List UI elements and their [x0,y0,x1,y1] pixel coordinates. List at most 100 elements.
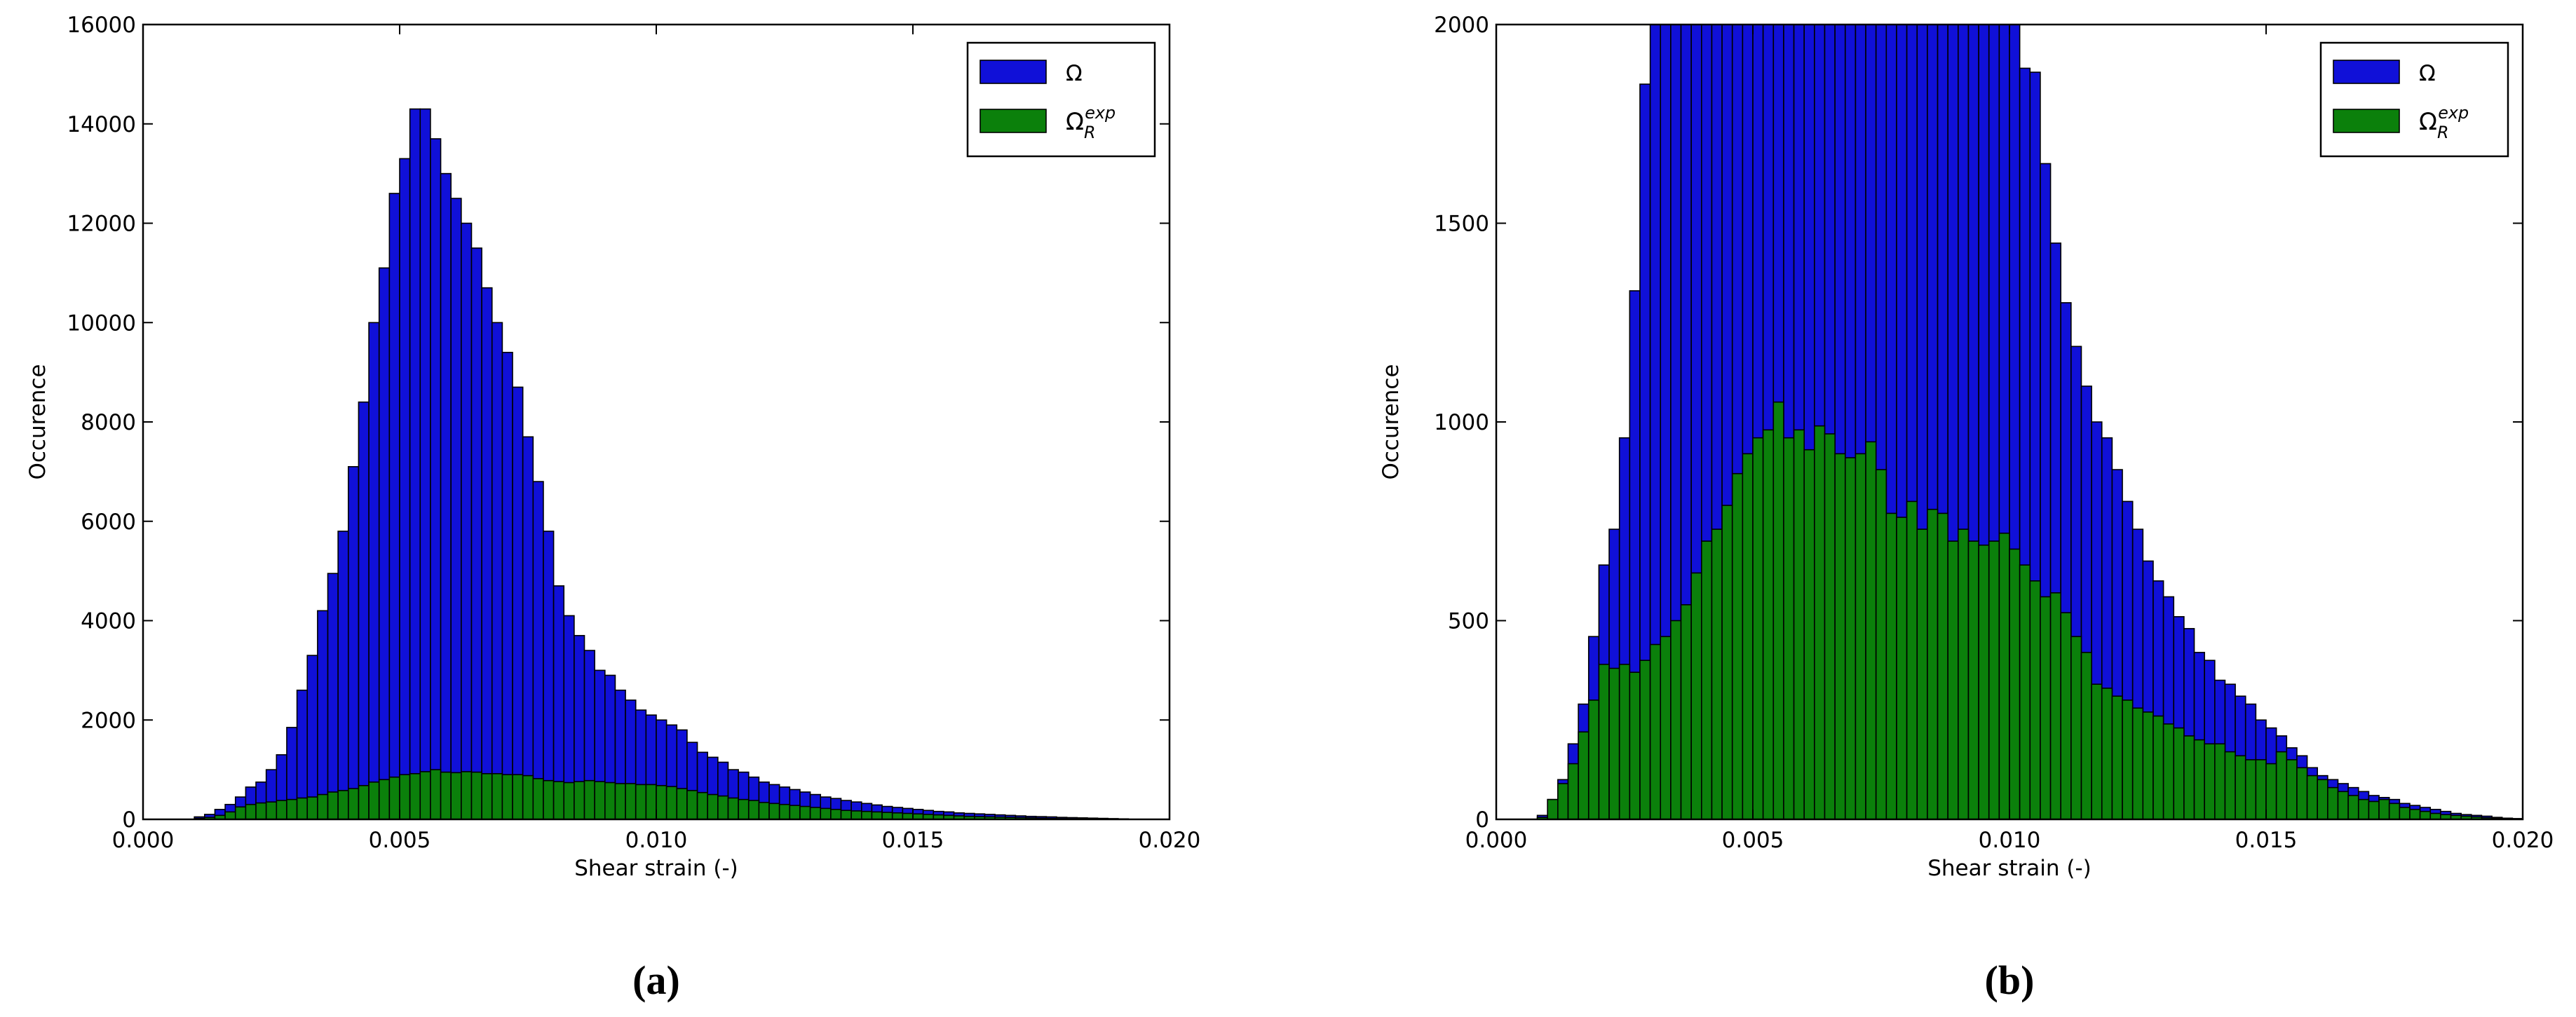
bar [1978,544,1990,819]
bar [2131,707,2144,819]
y-tick-label: 16000 [67,13,136,38]
bar [461,771,473,819]
bar [686,790,698,819]
bar [1639,660,1651,819]
bar [2183,735,2195,819]
bar [276,800,287,819]
x-tick-label: 0.015 [882,828,944,853]
y-tick-label: 8000 [81,410,136,435]
bar [1844,457,1857,819]
bar [1701,540,1713,819]
bar [1855,453,1866,819]
bar [2337,791,2349,819]
bar [1567,763,1579,819]
bar [881,812,893,819]
bar [2111,695,2123,819]
bar [1967,540,1979,819]
bar [1814,425,1826,819]
bar [2378,798,2390,819]
bar [583,779,595,819]
bar [234,806,247,819]
bar [296,797,309,819]
legend-swatch [2333,60,2400,84]
bar [419,771,431,819]
caption: (b) [1985,957,2035,1003]
legend: Ω ΩRexp [966,41,1156,158]
bar [1578,731,1589,819]
bar [635,784,647,819]
bar [2040,596,2052,819]
bar [347,788,360,819]
legend-swatch [2333,109,2400,133]
x-tick-label: 0.020 [1139,828,1201,853]
bar [501,351,513,819]
y-axis-label: Occurence [25,364,50,479]
bar [2049,592,2062,819]
bar [1865,441,1877,819]
bar [2265,763,2277,819]
bar [1660,636,1672,819]
legend-label: ΩRexp [1066,103,1116,142]
bar [440,771,452,819]
y-tick-label: 1000 [1434,410,1489,435]
bar [1547,798,1559,819]
bar [840,810,852,819]
bar [1587,699,1600,819]
bar [1947,540,1959,819]
bar [861,810,873,819]
bar [491,322,503,819]
bar [758,802,770,819]
bar [1629,671,1641,819]
legend-box [966,41,1156,158]
bar [2060,612,2072,819]
bar [543,531,555,819]
bar [2388,803,2401,819]
legend-swatch [979,60,1047,84]
bar [378,267,391,819]
bar [2275,751,2288,819]
y-tick-label: 1500 [1434,212,1489,237]
x-tick-label: 0.005 [369,828,431,853]
bar [553,781,565,819]
bar [830,809,842,819]
bar [358,401,370,819]
bar [809,807,822,819]
bar [2368,800,2380,819]
bar [820,807,832,819]
bar [450,772,462,819]
bar [2122,699,2134,819]
bar [2204,743,2216,819]
bar [2009,548,2021,819]
bar [2317,779,2328,819]
bar [902,812,914,819]
y-tick-label: 12000 [67,212,136,237]
bar [2214,743,2226,819]
bar [2029,580,2041,819]
y-tick-label: 500 [1448,609,1489,634]
bar [430,769,442,819]
bar [2399,807,2411,819]
x-axis-label: Shear strain (-) [574,856,738,881]
bar [1803,449,1815,819]
bar [255,802,267,819]
bar [747,800,760,819]
bar [368,322,380,819]
bar [1896,517,1908,819]
bar [337,790,349,819]
bar [574,781,585,819]
bar [2153,715,2164,819]
bar [1998,532,2010,819]
bar [1824,433,1836,819]
bar [738,798,750,819]
bar [2409,809,2421,819]
bar [532,481,544,819]
bar [2091,683,2103,819]
bar [2255,759,2267,819]
bar [1937,512,1948,819]
bar [2142,711,2154,819]
bar [2296,767,2308,819]
y-tick-label: 14000 [67,112,136,137]
bar [337,531,349,819]
bar [399,158,411,819]
bar [543,779,555,819]
